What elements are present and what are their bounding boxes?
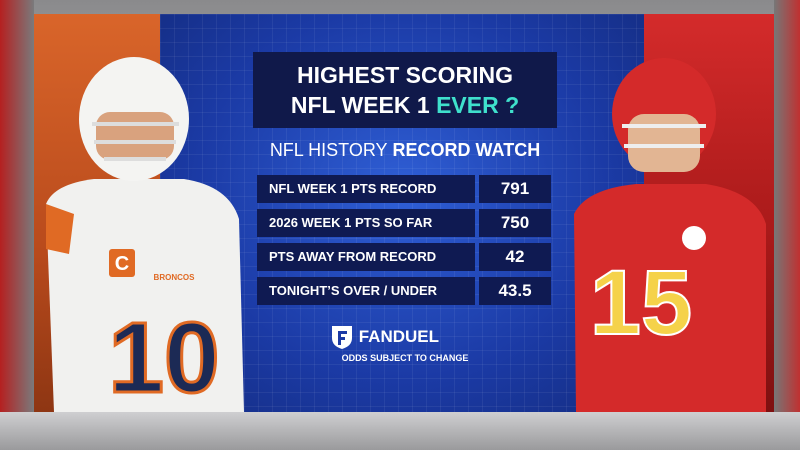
face xyxy=(96,112,174,160)
player-left: C BRONCOS 10 xyxy=(46,57,244,412)
jersey-number: 10 xyxy=(108,302,219,412)
row-value: 43.5 xyxy=(479,277,551,305)
jersey xyxy=(574,184,766,412)
row-value: 42 xyxy=(479,243,551,271)
jersey xyxy=(46,179,244,412)
subtitle-plain: NFL HISTORY xyxy=(269,140,388,160)
sleeve-stripe xyxy=(46,204,74,254)
title-text: NFL WEEK 1 xyxy=(290,92,430,118)
row-label: NFL WEEK 1 PTS RECORD xyxy=(257,175,475,203)
jersey-number: 15 xyxy=(590,252,692,354)
team-logo xyxy=(682,226,706,250)
sponsor-logo: FANDUEL xyxy=(330,324,480,352)
player-right: 15 xyxy=(574,58,766,412)
title-line: NFL WEEK 1 EVER ? xyxy=(253,90,557,120)
sponsor-note: ODDS SUBJECT TO CHANGE xyxy=(341,353,469,363)
row-label: 2026 WEEK 1 PTS SO FAR xyxy=(257,209,475,237)
row-label: TONIGHT’S OVER / UNDER xyxy=(257,277,475,305)
team-wordmark: BRONCOS xyxy=(154,273,196,282)
captain-letter: C xyxy=(115,253,129,275)
title-line: HIGHEST SCORING xyxy=(297,62,513,88)
face xyxy=(628,114,700,172)
sponsor-name: FANDUEL xyxy=(358,327,440,346)
sponsor-shield xyxy=(332,326,352,349)
subtitle: NFL HISTORY RECORD WATCH xyxy=(240,140,570,161)
studio-floor xyxy=(0,412,800,450)
row-value: 750 xyxy=(479,209,551,237)
studio-frame xyxy=(0,0,34,450)
studio-frame xyxy=(774,0,800,450)
facemask xyxy=(622,124,706,148)
facemask xyxy=(92,122,179,161)
title-highlight: EVER ? xyxy=(436,92,520,118)
row-label: PTS AWAY FROM RECORD xyxy=(257,243,475,271)
subtitle-bold: RECORD WATCH xyxy=(392,140,541,160)
row-value: 791 xyxy=(479,175,551,203)
title-box: HIGHEST SCORING NFL WEEK 1 EVER ? xyxy=(253,52,557,128)
captain-patch xyxy=(109,249,135,277)
